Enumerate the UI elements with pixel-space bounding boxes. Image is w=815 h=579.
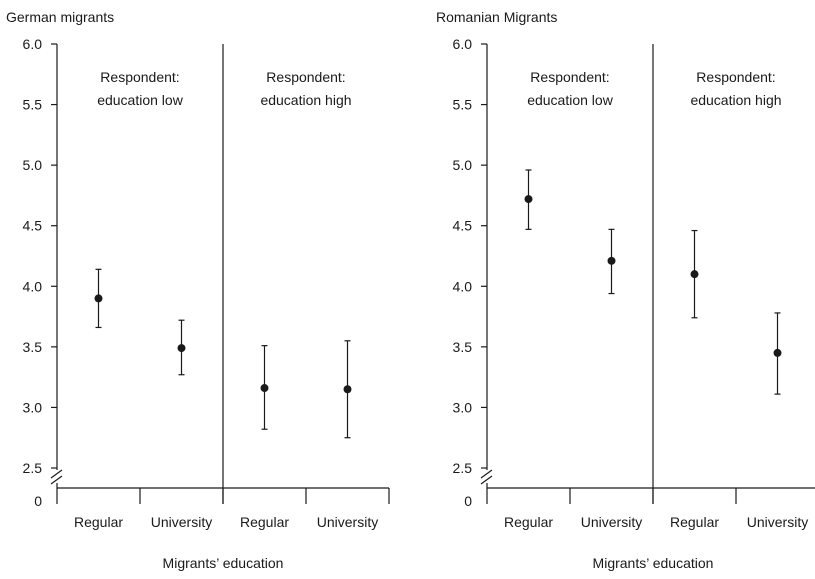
x-tick-label: Regular <box>670 514 719 530</box>
y-tick-label: 5.0 <box>23 157 43 173</box>
y-tick-label: 3.5 <box>23 339 43 355</box>
data-point <box>260 384 269 393</box>
y-tick-label: 5.5 <box>453 97 473 113</box>
y-tick-label: 3.0 <box>453 399 473 415</box>
group-annotation: education low <box>97 92 184 108</box>
axis-break-mark <box>50 475 63 485</box>
group-annotation: education low <box>527 92 614 108</box>
y-tick-label: 4.5 <box>453 218 473 234</box>
data-point <box>607 256 616 265</box>
y-zero-label: 0 <box>464 493 472 509</box>
group-annotation: Respondent: <box>266 69 345 85</box>
data-point <box>773 348 782 357</box>
y-tick-label: 5.0 <box>453 157 473 173</box>
group-annotation: Respondent: <box>696 69 775 85</box>
y-tick-label: 6.0 <box>453 36 473 52</box>
chart-panel-1: German migrants 6.0 5.5 5.0 4.5 4.0 3.5 3.0 2.5 0… <box>6 9 390 571</box>
chart-panel-2: Romanian Migrants 6.0 5.5 5.0 4.5 4.0 3.5 3.0 2.… <box>436 9 815 571</box>
panel-title: German migrants <box>6 9 114 25</box>
x-tick-label: Regular <box>74 514 123 530</box>
group-annotation: Respondent: <box>100 69 179 85</box>
axis-break-mark <box>480 475 493 485</box>
y-tick-label: 4.5 <box>23 218 43 234</box>
y-zero-label: 0 <box>34 493 42 509</box>
x-tick-label: University <box>151 514 212 530</box>
x-tick-label: University <box>317 514 378 530</box>
x-tick-label: University <box>581 514 642 530</box>
data-point <box>177 344 186 353</box>
axis-break-mark <box>480 469 493 479</box>
group-annotation: education high <box>260 92 351 108</box>
group-annotation: education high <box>690 92 781 108</box>
data-point <box>343 385 352 394</box>
y-tick-label: 3.0 <box>23 399 43 415</box>
y-tick-label: 4.0 <box>453 278 473 294</box>
x-axis-label: Migrants’ education <box>593 555 714 571</box>
x-axis-label: Migrants’ education <box>163 555 284 571</box>
x-tick-label: University <box>747 514 808 530</box>
y-tick-label: 4.0 <box>23 278 43 294</box>
y-tick-label: 3.5 <box>453 339 473 355</box>
y-tick-label: 6.0 <box>23 36 43 52</box>
axis-break-mark <box>50 469 63 479</box>
group-annotation: Respondent: <box>530 69 609 85</box>
panel-title: Romanian Migrants <box>436 9 557 25</box>
y-tick-label: 2.5 <box>23 460 43 476</box>
data-point <box>94 294 103 303</box>
data-point <box>690 270 699 279</box>
y-tick-label: 2.5 <box>453 460 473 476</box>
x-tick-label: Regular <box>504 514 553 530</box>
data-point <box>524 195 533 204</box>
y-tick-label: 5.5 <box>23 97 43 113</box>
x-tick-label: Regular <box>240 514 289 530</box>
